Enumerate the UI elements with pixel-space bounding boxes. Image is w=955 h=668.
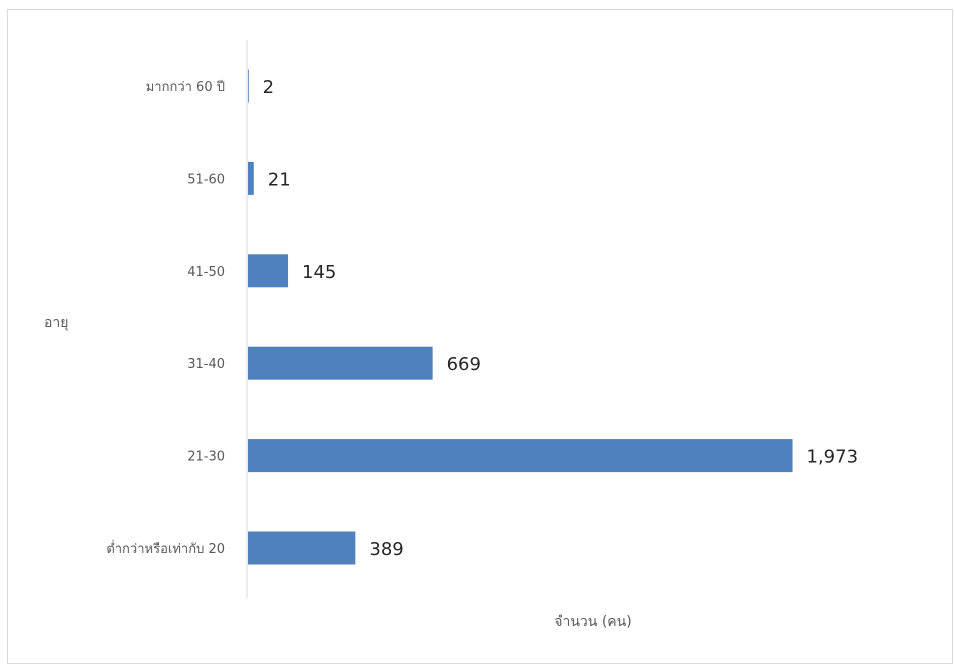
bar-3 [248,346,433,380]
bar-1 [248,161,254,195]
bar-2 [248,254,289,288]
category-label: มากกว่า 60 ปี [146,79,225,95]
y-axis-title: อายุ [44,315,68,331]
data-label: 2 [263,77,274,98]
category-label: ต่ำกว่าหรือเท่ากับ 20 [106,540,225,557]
category-labels-group: มากกว่า 60 ปี 51-60 41-50 31-40 21-30 ต่ำกว่า… [106,79,225,557]
value-labels-group: 2 21 145 669 1,973 389 [263,77,858,560]
bars-group [248,69,793,565]
category-label: 41-50 [187,265,225,280]
category-label: 21-30 [187,450,225,465]
x-axis-title: จำนวน (คน) [554,614,631,630]
chart-frame [7,9,953,664]
data-label: 669 [447,354,481,375]
data-label: 21 [268,169,291,190]
data-label: 389 [369,539,403,560]
data-label: 1,973 [807,447,859,468]
bar-4 [248,439,793,473]
category-label: 31-40 [187,357,225,372]
bar-0 [248,69,249,103]
bar-5 [248,531,356,565]
category-label: 51-60 [187,172,225,187]
data-label: 145 [302,262,336,283]
